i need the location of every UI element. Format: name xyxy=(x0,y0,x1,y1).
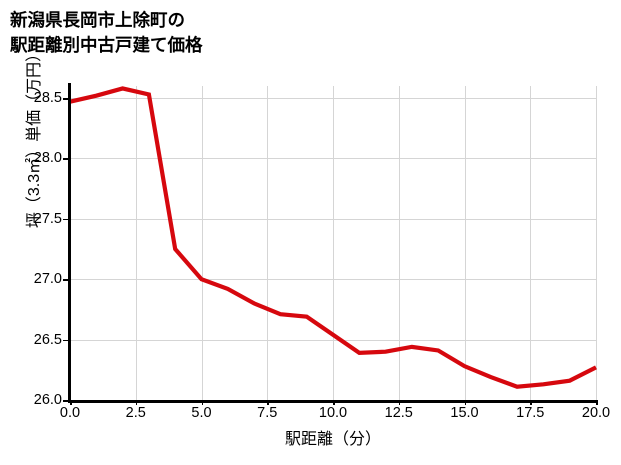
gridline-x xyxy=(398,86,400,400)
x-axis-tick-labels: 0.0 2.5 5.0 7.5 10.0 12.5 15.0 17.5 20.0 xyxy=(60,405,610,427)
x-tick-label: 17.5 xyxy=(516,405,545,421)
gridline-x xyxy=(135,86,137,400)
x-tick-mark xyxy=(333,400,335,405)
x-tick-mark xyxy=(135,400,138,405)
x-tick-mark xyxy=(530,400,532,405)
gridline-x xyxy=(267,86,269,400)
x-axis-title: 駅距離（分） xyxy=(284,431,381,448)
y-tick-label: 28.0 xyxy=(33,150,62,167)
y-tick-label: 28.5 xyxy=(33,90,62,107)
y-tick-mark xyxy=(63,218,68,221)
gridline-x xyxy=(201,86,203,400)
gridline-x xyxy=(530,86,532,400)
x-tick-label: 7.5 xyxy=(257,405,278,421)
x-tick-label: 5.0 xyxy=(191,405,212,421)
gridline-x xyxy=(464,86,466,400)
y-tick-mark xyxy=(63,339,68,342)
y-tick-label: 27.5 xyxy=(33,210,62,227)
y-tick-label: 27.0 xyxy=(33,271,62,288)
y-axis-title: 坪（3.3㎡）単価（万円） xyxy=(26,45,43,229)
y-axis-spine xyxy=(68,83,71,403)
x-tick-mark xyxy=(596,400,598,405)
series-canvas xyxy=(69,86,597,389)
page-title: 新潟県長岡市上除町の 駅距離別中古戸建て価格 xyxy=(10,10,203,55)
x-tick-mark xyxy=(70,400,72,405)
x-tick-label: 15.0 xyxy=(450,405,479,421)
y-tick-mark xyxy=(63,98,68,100)
y-tick-mark xyxy=(63,158,68,161)
y-tick-label: 26.5 xyxy=(33,331,62,348)
x-tick-label: 20.0 xyxy=(581,405,611,421)
x-tick-label: 10.0 xyxy=(318,405,348,421)
x-tick-label: 0.0 xyxy=(59,405,81,421)
gridline-x xyxy=(596,86,597,400)
price-line-series xyxy=(69,86,597,389)
x-tick-label: 12.5 xyxy=(384,405,413,421)
x-tick-mark xyxy=(464,400,467,405)
y-axis-tick-labels: 26.0 26.5 27.0 27.5 28.0 28.5 xyxy=(0,86,62,408)
x-tick-mark xyxy=(201,400,204,405)
gridline-x xyxy=(333,86,334,400)
plot-area xyxy=(69,86,597,401)
y-tick-label: 26.0 xyxy=(33,392,62,408)
y-tick-mark xyxy=(63,279,68,281)
y-axis-title-wrapper: 坪（3.3㎡）単価（万円） xyxy=(20,0,44,287)
x-tick-mark xyxy=(267,400,269,405)
y-tick-mark xyxy=(63,400,68,402)
x-tick-label: 2.5 xyxy=(125,405,146,421)
x-tick-mark xyxy=(398,400,401,405)
